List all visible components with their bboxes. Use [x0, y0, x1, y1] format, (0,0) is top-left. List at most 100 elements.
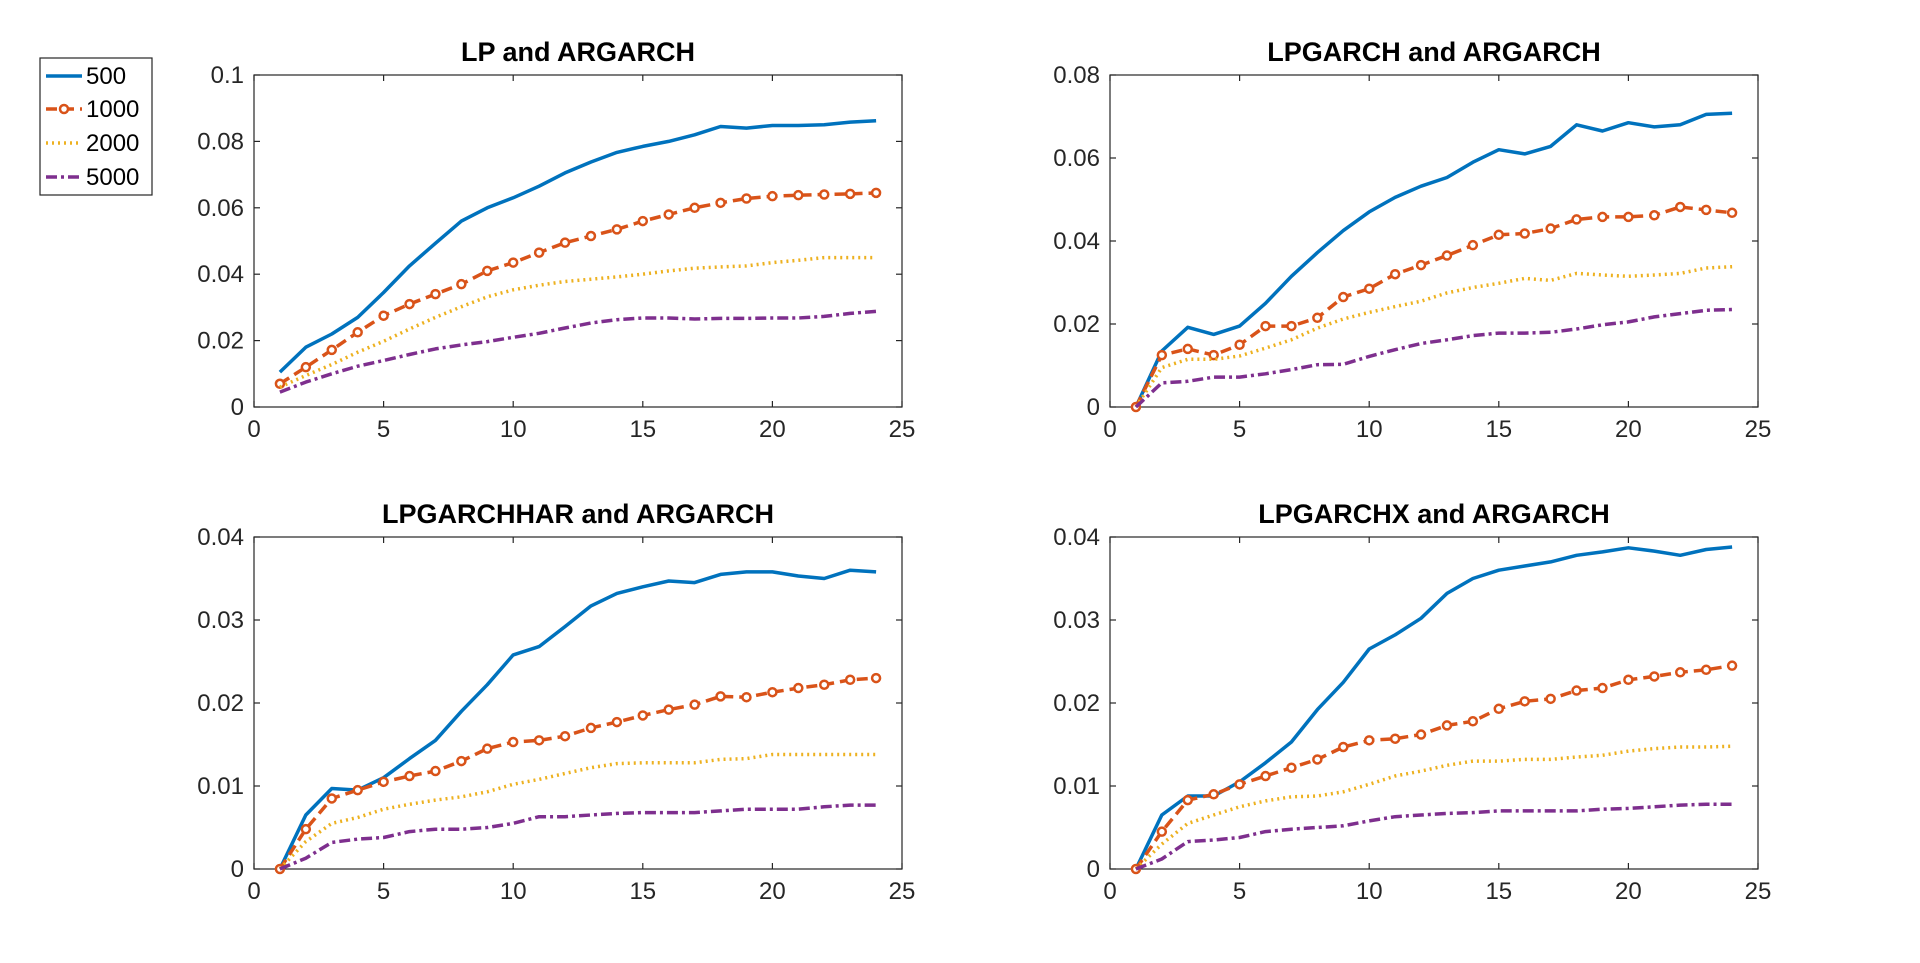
lp-and-argarch-ytick-label: 0.02: [197, 328, 244, 355]
lpgarchhar-and-argarch-xtick-label: 0: [247, 878, 260, 905]
lpgarchhar-and-argarch-point-1000: [456, 755, 467, 767]
lpgarch-and-argarch-ytick-label: 0.08: [1053, 62, 1100, 89]
lp-and-argarch-point-1000: [507, 257, 519, 268]
lpgarchx-and-argarch-point-1000: [1519, 696, 1530, 707]
lpgarch-and-argarch-title: LPGARCH and ARGARCH: [1267, 37, 1601, 67]
lpgarchhar-and-argarch-point-1000: [793, 682, 804, 694]
lp-and-argarch-point-1000: [689, 202, 700, 214]
lp-and-argarch-point-1000: [767, 190, 778, 202]
lpgarchhar-and-argarch-point-1000: [559, 730, 571, 742]
lp-and-argarch-point-1000: [352, 327, 363, 338]
lpgarchx-and-argarch-point-1000: [1649, 671, 1660, 682]
lp-and-argarch-ytick-label: 0.06: [197, 195, 244, 222]
lp-and-argarch-xtick-label: 20: [759, 416, 786, 443]
lpgarchhar-and-argarch-xtick-label: 5: [377, 878, 390, 905]
lpgarchhar-and-argarch-xtick-label: 20: [759, 878, 786, 905]
lpgarchx-and-argarch-point-1000: [1286, 762, 1297, 773]
lp-and-argarch-point-1000: [300, 361, 312, 373]
lp-and-argarch-point-1000: [274, 378, 286, 390]
legend-entry-2000: 2000: [46, 130, 139, 157]
lpgarch-and-argarch-xtick-label: 25: [1745, 416, 1772, 443]
lpgarchx-and-argarch-point-1000: [1545, 693, 1556, 705]
lpgarchx-and-argarch-axes-box: [1109, 536, 1759, 870]
lp-and-argarch-point-1000: [326, 344, 338, 356]
lpgarch-and-argarch-ytick-label: 0.06: [1053, 145, 1100, 172]
lpgarch-and-argarch-point-1000: [1493, 229, 1505, 241]
lpgarch-and-argarch-point-1000: [1208, 349, 1219, 361]
lpgarchx-and-argarch-point-1000: [1493, 703, 1505, 715]
lpgarchhar-and-argarch-xtick-label: 15: [629, 878, 656, 905]
lpgarchhar-and-argarch-title: LPGARCHHAR and ARGARCH: [382, 499, 774, 529]
lpgarchx-and-argarch-series-2000: [1134, 744, 1733, 871]
lpgarchhar-and-argarch-point-1000: [507, 736, 519, 748]
lp-and-argarch-point-1000: [818, 189, 830, 200]
lp-and-argarch-point-1000: [663, 209, 674, 220]
lpgarchx-and-argarch-ytick-label: 0.02: [1053, 690, 1100, 717]
lp-and-argarch-xtick-label: 15: [629, 416, 656, 443]
lpgarchhar-and-argarch-point-1000: [663, 704, 674, 715]
lpgarchhar-and-argarch-point-1000: [326, 793, 338, 804]
lpgarchx-and-argarch-point-1000: [1156, 826, 1168, 837]
lpgarchhar-and-argarch-point-1000: [585, 722, 597, 734]
lpgarch-and-argarch-point-1000: [1182, 343, 1194, 355]
lpgarchhar-and-argarch-ytick-label: 0: [231, 856, 244, 883]
lpgarchhar-and-argarch-point-1000: [533, 735, 545, 746]
lp-and-argarch-point-1000: [456, 278, 467, 290]
lp-and-argarch-point-1000: [533, 247, 545, 258]
lpgarch-and-argarch-point-1000: [1415, 259, 1427, 271]
lpgarchhar-and-argarch-point-1000: [715, 691, 726, 702]
lp-and-argarch-ytick-label: 0.04: [197, 261, 244, 288]
lp-and-argarch-point-1000: [559, 237, 571, 248]
lpgarch-and-argarch-point-1000: [1338, 291, 1349, 303]
lpgarchhar-and-argarch-ytick-label: 0.04: [197, 524, 244, 551]
lpgarchhar-and-argarch-point-1000: [767, 686, 778, 698]
lpgarchhar-and-argarch-point-1000: [300, 823, 312, 835]
lpgarchx-and-argarch-point-1000: [1441, 720, 1453, 731]
lpgarchhar-and-argarch-point-1000: [818, 679, 830, 690]
lpgarch-and-argarch-xtick-label: 20: [1615, 416, 1642, 443]
lp-and-argarch-point-1000: [482, 265, 493, 277]
lpgarchx-and-argarch-ytick-label: 0.01: [1053, 773, 1100, 800]
lpgarch-and-argarch-point-1000: [1156, 349, 1168, 361]
lpgarchx-and-argarch-point-1000: [1208, 789, 1219, 800]
lpgarch-and-argarch-point-1000: [1389, 268, 1401, 280]
lpgarchx-and-argarch-point-1000: [1363, 735, 1375, 746]
lpgarch-and-argarch-ytick-label: 0.02: [1053, 311, 1100, 338]
lpgarchhar-and-argarch-ytick-label: 0.03: [197, 607, 244, 634]
lpgarch-and-argarch-point-1000: [1467, 239, 1479, 251]
legend-label-2000: 2000: [86, 130, 139, 157]
lpgarch-and-argarch-ytick-label: 0.04: [1053, 228, 1100, 255]
lpgarchx-and-argarch-point-1000: [1234, 779, 1245, 790]
lpgarchx-and-argarch-point-1000: [1674, 667, 1686, 678]
lpgarchhar-and-argarch-point-1000: [430, 765, 441, 777]
lpgarchx-and-argarch-point-1000: [1571, 685, 1582, 696]
lpgarchhar-and-argarch-point-1000: [870, 672, 882, 684]
lpgarchx-and-argarch-point-1000: [1597, 682, 1608, 694]
lpgarchhar-and-argarch-point-1000: [844, 674, 856, 686]
lp-and-argarch-title: LP and ARGARCH: [461, 37, 695, 67]
lpgarch-and-argarch-xtick-label: 15: [1485, 416, 1512, 443]
lp-and-argarch-point-1000: [715, 197, 726, 209]
legend: 500 1000 2000 5000: [39, 57, 153, 196]
lpgarchhar-and-argarch-point-1000: [611, 716, 623, 728]
legend-label-500: 500: [86, 63, 126, 90]
lpgarchx-and-argarch-ytick-label: 0.04: [1053, 524, 1100, 551]
lp-and-argarch-series-2000: [279, 255, 877, 389]
lp-and-argarch-xtick-label: 10: [500, 416, 527, 443]
lpgarch-and-argarch-series-2000: [1134, 264, 1733, 408]
lpgarchhar-and-argarch-axes-box: [253, 536, 903, 870]
lp-and-argarch-point-1000: [585, 230, 597, 242]
subplot-lpgarchx-argarch: LPGARCHX and ARGARCH 0 5 10 15 20 25 0 0.01 0.02 0…: [1053, 499, 1771, 905]
lpgarch-and-argarch-point-1000: [1623, 211, 1634, 223]
lp-and-argarch-point-1000: [611, 224, 623, 235]
lpgarchx-and-argarch-point-1000: [1467, 716, 1479, 727]
lp-and-argarch-point-1000: [741, 193, 752, 204]
lpgarch-and-argarch-ytick-label: 0: [1087, 394, 1100, 421]
lp-and-argarch-series-500: [278, 119, 877, 374]
lpgarch-and-argarch-xtick-label: 5: [1233, 416, 1246, 443]
lpgarch-and-argarch-point-1000: [1571, 214, 1582, 225]
lp-and-argarch-xtick-label: 5: [377, 416, 390, 443]
lpgarch-and-argarch-point-1000: [1700, 204, 1712, 216]
lpgarch-and-argarch-xtick-label: 0: [1103, 416, 1116, 443]
lp-and-argarch-point-1000: [793, 189, 804, 201]
